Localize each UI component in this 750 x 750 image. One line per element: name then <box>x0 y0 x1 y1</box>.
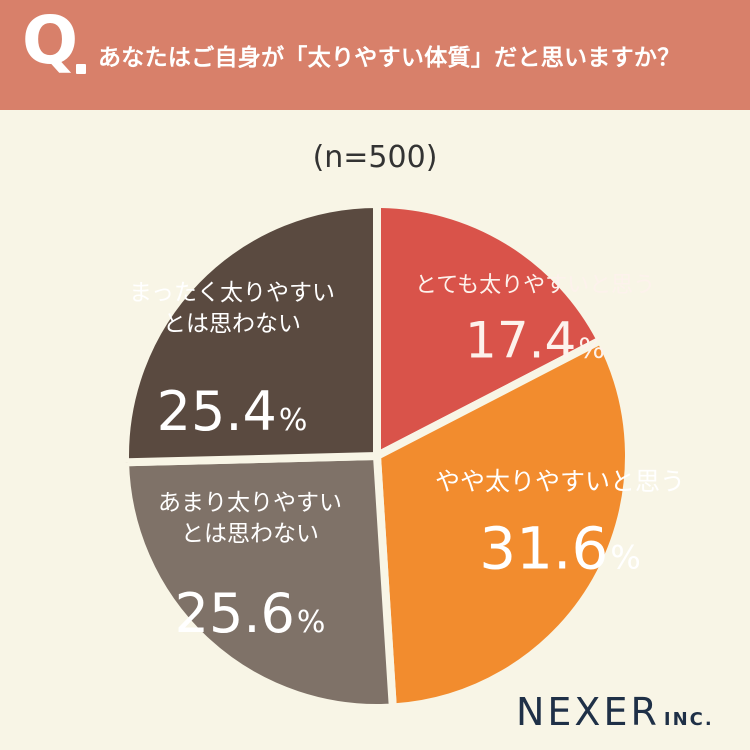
slice-value: 25.6% <box>175 582 326 645</box>
slice-label-1: とても太りやすいと思う 17.4% <box>415 273 655 370</box>
slice-label-text: とは思わない <box>163 311 301 337</box>
slice-label-text: とても太りやすいと思う <box>415 273 655 298</box>
slice-value: 25.4% <box>157 380 308 443</box>
slice-label-2: やや太りやすいと思う 31.6% <box>435 467 685 582</box>
slice-label-text: あまり太りやすい <box>158 490 342 516</box>
slice-value: 17.4% <box>465 312 605 370</box>
slice-label-text: とは思わない <box>181 521 319 547</box>
slice-label-text: まったく太りやすい <box>129 280 335 306</box>
pie-slice-1 <box>373 199 607 463</box>
question-text: あなたはご自身が「太りやすい体質」だと思いますか？ <box>98 45 681 71</box>
slice-label-text: やや太りやすいと思う <box>435 467 685 496</box>
sample-size: (n=500) <box>312 140 438 175</box>
logo-suffix: INC. <box>663 709 714 730</box>
logo-text: NEXER <box>516 690 660 734</box>
q-mark: Q <box>22 2 79 79</box>
slice-value: 31.6% <box>479 514 641 582</box>
q-dot <box>76 64 86 74</box>
company-logo: NEXER INC. <box>516 690 714 734</box>
pie-slice-3 <box>120 451 398 712</box>
pie-slice-4 <box>121 199 381 467</box>
question-header: Q あなたはご自身が「太りやすい体質」だと思いますか？ <box>0 0 750 110</box>
pie-slice-2 <box>372 334 633 712</box>
